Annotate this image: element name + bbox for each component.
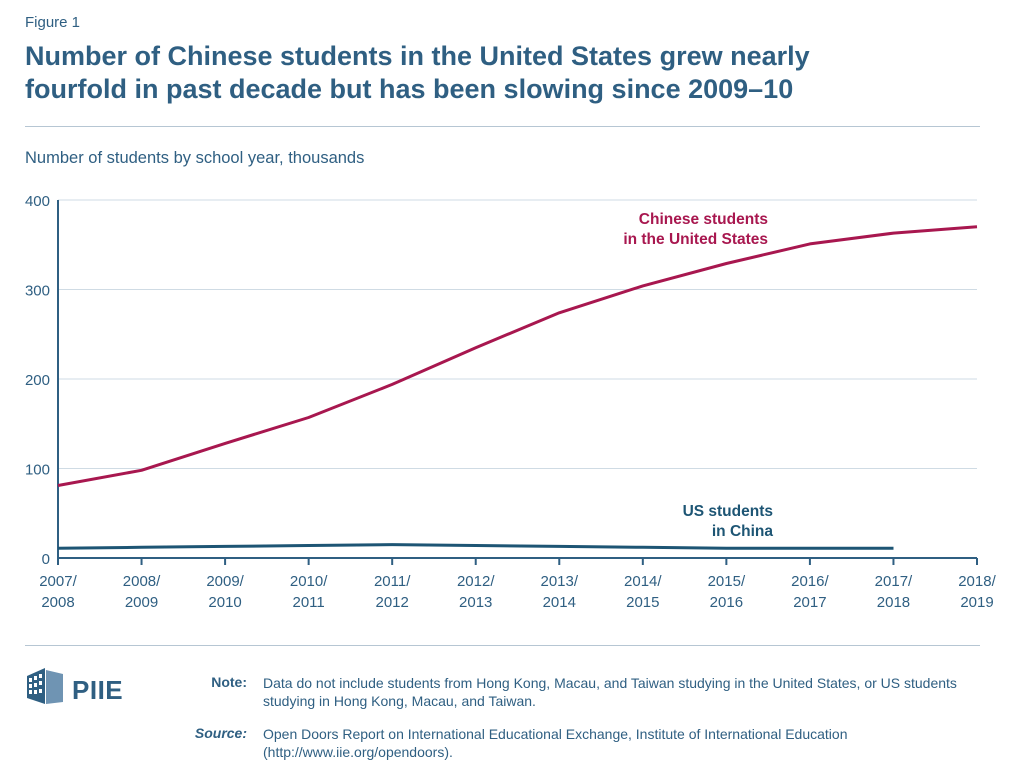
note-label: Note: — [211, 674, 247, 690]
series-line-1 — [57, 543, 894, 550]
x-tick-label: 2016/2017 — [791, 573, 829, 611]
series-line-0 — [57, 225, 978, 487]
y-tick-label: 400 — [25, 193, 50, 210]
y-tick-label: 0 — [42, 551, 50, 568]
note-text: Data do not include students from Hong K… — [263, 675, 957, 709]
chart-title-line-1: Number of Chinese students in the United… — [25, 41, 810, 71]
series-label-0: Chinese students in the United States — [623, 211, 768, 248]
chart-title-line-2: fourfold in past decade but has been slo… — [25, 74, 794, 104]
figure-label: Figure 1 — [25, 14, 81, 31]
x-tick-label: 2007/2008 — [39, 573, 77, 611]
x-tick-label: 2014/2015 — [624, 573, 662, 611]
x-tick-label: 2008/2009 — [123, 573, 161, 611]
grid-lines — [58, 199, 977, 469]
piie-logo-text: PIIE — [72, 675, 124, 705]
chart-subtitle: Number of students by school year, thous… — [25, 149, 365, 167]
x-tick-label: 2012/2013 — [457, 573, 495, 611]
axes: 0 100 200 300 400 2007/2008 2008/2009 2009/2010… — [25, 193, 997, 611]
x-tick-label: 2010/2011 — [290, 573, 328, 611]
line-chart: 0 100 200 300 400 2007/2008 2008/2009 2009/2010… — [25, 193, 997, 611]
source-text: Open Doors Report on International Educa… — [263, 726, 848, 760]
source-label: Source: — [194, 725, 247, 741]
series-labels: Chinese students in the United States US s… — [623, 211, 773, 540]
x-tick-label: 2018/2019 — [958, 573, 996, 611]
x-tick-label: 2015/2016 — [708, 573, 746, 611]
x-tick-label: 2017/2018 — [875, 573, 913, 611]
y-tick-label: 100 — [25, 462, 50, 479]
chart-title: Number of Chinese students in the United… — [25, 40, 995, 106]
x-tick-label: 2013/2014 — [540, 573, 578, 611]
top-divider — [25, 126, 980, 127]
series-label-1: US students in China — [683, 503, 774, 540]
piie-logo-icon — [27, 668, 63, 704]
y-tick-label: 200 — [25, 372, 50, 389]
bottom-divider — [25, 645, 980, 646]
y-tick-label: 300 — [25, 283, 50, 300]
x-tick-label: 2009/2010 — [206, 573, 244, 611]
series-lines — [57, 225, 978, 550]
x-tick-label: 2011/2012 — [374, 573, 411, 611]
